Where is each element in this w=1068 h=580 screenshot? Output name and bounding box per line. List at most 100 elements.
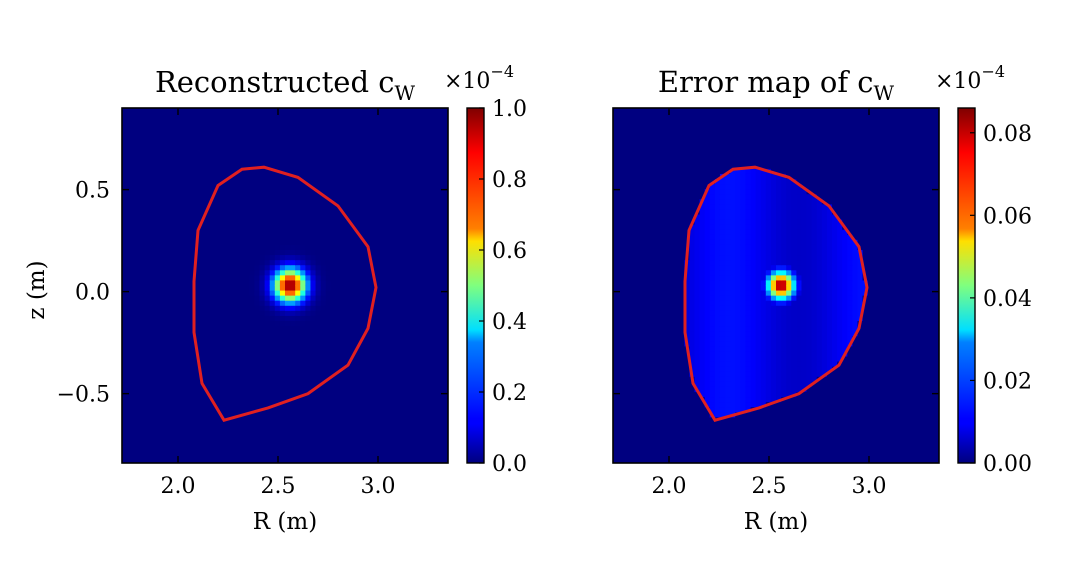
left-heatmap-cell — [127, 315, 133, 322]
right-heatmap-cell — [633, 331, 640, 337]
left-heatmap-cell — [310, 123, 317, 129]
left-heatmap-cell — [397, 209, 403, 216]
left-heatmap-cell — [234, 199, 240, 205]
left-heatmap-cell — [310, 229, 317, 236]
left-heatmap-cell — [178, 214, 184, 221]
right-heatmap-cell — [623, 295, 629, 302]
left-heatmap-cell — [193, 310, 199, 317]
left-heatmap-cell — [178, 143, 184, 150]
left-heatmap-cell — [381, 148, 388, 155]
left-heatmap-cell — [274, 133, 281, 140]
left-heatmap-cell — [259, 392, 266, 398]
left-heatmap-cell — [442, 270, 448, 276]
left-heatmap-cell — [188, 392, 194, 398]
left-heatmap-cell — [361, 270, 368, 276]
left-heatmap-cell — [391, 417, 398, 424]
left-heatmap-cell — [422, 300, 429, 307]
left-heatmap-cell — [335, 290, 342, 297]
left-heatmap-cell — [335, 270, 342, 276]
left-heatmap-cell — [157, 452, 164, 459]
left-heatmap-cell — [325, 397, 332, 403]
left-heatmap-cell — [315, 295, 322, 302]
left-heatmap-cell — [437, 356, 444, 363]
left-heatmap-cell — [351, 219, 357, 226]
right-heatmap-cell — [618, 214, 624, 221]
left-heatmap-cell — [437, 194, 444, 200]
left-heatmap-cell — [193, 113, 199, 119]
left-heatmap-cell — [371, 108, 378, 114]
left-heatmap-cell — [341, 179, 347, 185]
left-heatmap-cell — [330, 219, 337, 226]
left-heatmap-cell — [259, 331, 266, 337]
left-heatmap-cell — [285, 315, 291, 322]
left-heatmap-cell — [274, 432, 281, 439]
left-heatmap-cell — [305, 397, 312, 403]
left-heatmap-cell — [162, 173, 169, 180]
left-heatmap-cell — [290, 417, 296, 424]
right-heatmap-cell — [628, 376, 634, 383]
right-heatmap-cell — [618, 326, 624, 332]
left-heatmap-cell — [172, 452, 179, 459]
left-heatmap-cell — [295, 326, 301, 332]
left-heatmap-cell — [320, 275, 327, 282]
left-heatmap-cell — [274, 214, 281, 221]
left-heatmap-cell — [178, 361, 184, 368]
left-heatmap-cell — [320, 285, 327, 292]
left-heatmap-cell — [208, 381, 215, 388]
left-heatmap-cell — [442, 310, 448, 317]
left-heatmap-cell — [249, 331, 256, 337]
left-heatmap-cell — [417, 133, 424, 140]
left-heatmap-cell — [218, 244, 225, 251]
right-heatmap-cell — [613, 371, 619, 378]
left-heatmap-cell — [218, 315, 225, 322]
left-heatmap-cell — [193, 118, 199, 124]
left-heatmap-cell — [228, 356, 235, 363]
right-heatmap-cell — [623, 280, 629, 287]
right-heatmap-cell — [623, 341, 629, 347]
left-heatmap-cell — [361, 290, 368, 297]
left-heatmap-cell — [178, 315, 184, 322]
right-heatmap-cell — [628, 123, 634, 129]
right-heatmap-cell — [643, 250, 650, 256]
left-heatmap-cell — [162, 128, 169, 134]
left-heatmap-cell — [213, 153, 220, 160]
left-heatmap-cell — [325, 128, 332, 134]
left-heatmap-cell — [167, 447, 174, 454]
left-heatmap-cell — [432, 366, 439, 373]
left-heatmap-cell — [397, 452, 403, 459]
left-heatmap-cell — [152, 457, 159, 463]
left-heatmap-cell — [386, 270, 393, 276]
left-heatmap-cell — [397, 457, 403, 463]
left-heatmap-cell — [371, 219, 378, 226]
left-heatmap-cell — [228, 315, 235, 322]
left-heatmap-cell — [351, 432, 357, 439]
left-heatmap-cell — [254, 204, 261, 211]
left-heatmap-cell — [386, 153, 393, 160]
left-heatmap-cell — [330, 366, 337, 373]
left-heatmap-cell — [167, 315, 174, 322]
left-heatmap-cell — [417, 341, 424, 347]
left-heatmap-cell — [356, 371, 362, 378]
left-heatmap-cell — [330, 204, 337, 211]
left-heatmap-cell — [183, 412, 189, 418]
left-heatmap-cell — [142, 305, 149, 312]
right-heatmap-cell — [633, 315, 640, 322]
left-heatmap-cell — [132, 432, 138, 439]
left-heatmap-cell — [391, 173, 398, 180]
left-heatmap-cell — [351, 447, 357, 454]
left-heatmap-cell — [412, 265, 419, 271]
left-heatmap-cell — [427, 457, 434, 463]
left-heatmap-cell — [193, 442, 199, 449]
left-heatmap-cell — [285, 209, 291, 216]
left-heatmap-cell — [412, 148, 419, 155]
left-heatmap-cell — [371, 336, 378, 342]
left-heatmap-cell — [279, 422, 286, 429]
left-heatmap-cell — [218, 305, 225, 312]
left-heatmap-cell — [213, 255, 220, 261]
left-heatmap-cell — [412, 224, 419, 231]
left-heatmap-cell — [412, 250, 419, 256]
left-heatmap-cell — [391, 351, 398, 358]
right-heatmap-cell — [618, 244, 624, 251]
left-heatmap-cell — [397, 361, 403, 368]
left-heatmap-cell — [437, 209, 444, 216]
